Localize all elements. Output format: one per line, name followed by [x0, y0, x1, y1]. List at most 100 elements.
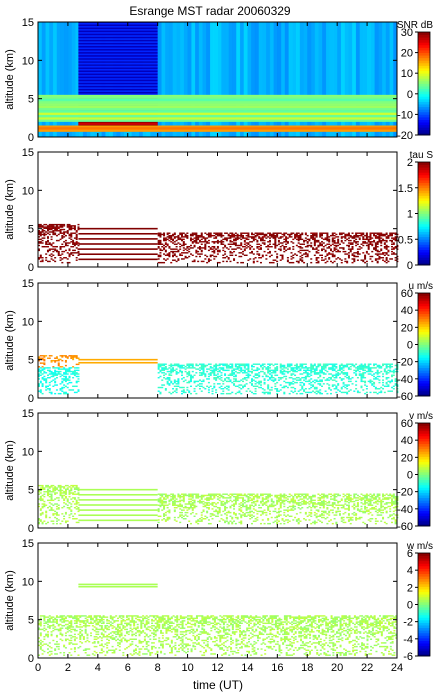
data-cell — [304, 245, 307, 248]
data-cell — [213, 502, 216, 504]
data-cell — [231, 234, 234, 237]
data-cell — [59, 358, 62, 361]
data-cell — [63, 236, 66, 238]
data-cell — [303, 518, 306, 520]
data-cell — [189, 379, 192, 381]
data-cell — [274, 374, 277, 376]
data-cell — [225, 363, 228, 365]
data-cell — [66, 506, 69, 509]
data-cell — [292, 505, 295, 508]
data-cell — [163, 248, 166, 250]
data-cell — [43, 378, 46, 380]
data-cell — [321, 510, 324, 513]
data-cell — [170, 237, 173, 239]
data-cell — [385, 373, 388, 375]
data-cell — [272, 243, 275, 245]
data-cell — [39, 257, 42, 259]
data-cell — [159, 369, 162, 372]
snr-column — [340, 22, 345, 137]
data-cell — [358, 368, 361, 370]
colorbar-swatch — [418, 86, 430, 90]
data-cell — [376, 258, 379, 260]
data-cell — [163, 372, 166, 374]
data-cell — [267, 519, 270, 521]
data-cell — [265, 237, 268, 239]
data-cell — [391, 502, 394, 504]
data-cell — [204, 232, 207, 234]
data-cell — [189, 392, 192, 395]
data-cell — [315, 505, 318, 508]
data-cell — [189, 253, 192, 255]
data-cell — [195, 233, 198, 236]
data-cell — [164, 238, 167, 241]
data-cell — [161, 493, 164, 495]
data-cell — [371, 367, 374, 369]
data-cell — [385, 236, 388, 238]
snr-feature — [78, 84, 158, 86]
data-cell — [225, 367, 228, 369]
data-cell — [312, 365, 315, 368]
data-cell — [362, 373, 365, 375]
data-cell — [206, 506, 209, 509]
data-cell — [326, 239, 329, 242]
data-cell — [240, 392, 243, 395]
data-cell — [261, 497, 264, 499]
data-cell — [197, 494, 200, 497]
data-cell — [355, 241, 358, 243]
data-cell — [313, 370, 316, 373]
data-cell — [364, 372, 367, 374]
data-cell — [68, 261, 71, 264]
data-cell — [344, 239, 347, 242]
colorbar-swatch — [418, 213, 430, 217]
data-cell — [321, 504, 324, 506]
data-cell — [369, 233, 372, 236]
data-cell — [326, 260, 329, 263]
data-cell — [200, 373, 203, 375]
data-cell — [297, 250, 300, 253]
data-cell — [394, 247, 397, 249]
data-cell — [347, 255, 350, 258]
data-cell — [306, 242, 309, 244]
data-cell — [163, 234, 166, 237]
data-cell — [326, 236, 329, 238]
data-cell — [163, 508, 166, 510]
data-cell — [295, 379, 298, 381]
data-cell — [321, 514, 324, 516]
data-cell — [378, 493, 381, 495]
data-cell — [344, 498, 347, 500]
data-cell — [319, 498, 322, 500]
data-cell — [268, 493, 271, 495]
data-cell — [179, 232, 182, 234]
data-cell — [342, 504, 345, 506]
data-cell — [373, 494, 376, 497]
data-cell — [333, 247, 336, 249]
data-cell — [252, 520, 255, 522]
data-cell — [179, 495, 182, 498]
data-cell — [182, 241, 185, 243]
data-cell — [322, 502, 325, 504]
data-cell — [283, 241, 286, 243]
data-cell — [263, 509, 266, 511]
data-cell — [173, 509, 176, 511]
data-cell — [259, 506, 262, 509]
data-cell — [159, 243, 162, 245]
data-cell — [64, 495, 67, 498]
data-cell — [45, 227, 48, 230]
data-cell — [321, 257, 324, 259]
data-cell — [188, 500, 191, 503]
data-cell — [306, 494, 309, 497]
data-cell — [43, 245, 46, 248]
data-cell — [331, 509, 334, 511]
data-cell — [213, 376, 216, 379]
data-cell — [61, 378, 64, 380]
data-cell — [267, 236, 270, 238]
data-cell — [249, 248, 252, 250]
data-cell — [222, 247, 225, 249]
data-cell — [326, 494, 329, 497]
snr-column — [393, 22, 398, 137]
data-cell — [182, 236, 185, 238]
data-cell — [256, 369, 259, 372]
data-cell — [276, 390, 279, 392]
data-cell — [321, 502, 324, 504]
data-cell — [251, 370, 254, 373]
